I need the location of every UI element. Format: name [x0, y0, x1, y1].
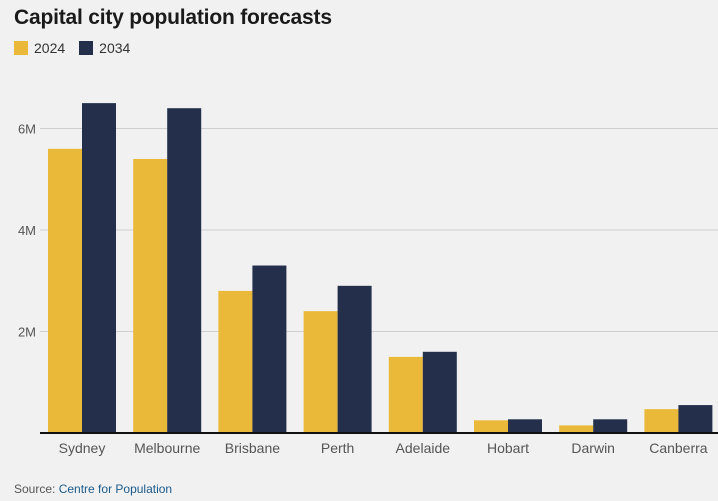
- x-tick-label: Sydney: [59, 440, 106, 456]
- bar-adelaide-2024: [388, 356, 423, 433]
- legend-label-2034: 2034: [99, 40, 131, 56]
- x-tick-label: Hobart: [487, 440, 529, 456]
- bar-darwin-2034: [593, 419, 628, 433]
- bar-sydney-2024: [48, 148, 82, 434]
- source-line: Source: Centre for Population: [14, 482, 172, 496]
- x-tick-label: Brisbane: [225, 440, 280, 456]
- source-prefix: Source:: [14, 482, 56, 496]
- x-tick-label: Melbourne: [134, 440, 200, 456]
- y-tick-label: 6M: [18, 122, 36, 137]
- bar-melbourne-2024: [133, 158, 168, 433]
- legend-item-2024: 2024: [14, 40, 65, 56]
- legend-label-2024: 2024: [34, 40, 66, 56]
- legend-item-2034: 2034: [79, 40, 130, 56]
- y-tick-label: 4M: [18, 223, 36, 238]
- source-link[interactable]: Centre for Population: [58, 482, 173, 496]
- legend-swatch-2024: [14, 41, 28, 55]
- bar-hobart-2034: [508, 419, 542, 433]
- x-tick-label: Darwin: [571, 440, 615, 456]
- y-tick-label: 2M: [18, 325, 36, 340]
- bar-adelaide-2034: [422, 351, 457, 433]
- x-tick-label: Canberra: [649, 440, 708, 456]
- bar-sydney-2034: [82, 103, 116, 433]
- bar-darwin-2024: [559, 425, 594, 433]
- bar-canberra-2034: [678, 405, 713, 433]
- bar-chart: 2M 4M 6M Sydney Melbourne Brisbane Perth Adelai…: [18, 103, 718, 456]
- bar-perth-2034: [337, 285, 372, 433]
- bar-brisbane-2034: [252, 265, 287, 433]
- bar-perth-2024: [303, 311, 338, 433]
- bar-hobart-2024: [474, 420, 508, 433]
- bar-melbourne-2034: [167, 108, 202, 433]
- chart-title: Capital city population forecasts: [14, 6, 332, 29]
- bar-brisbane-2024: [218, 290, 253, 433]
- chart-legend: 2024 2034: [14, 40, 144, 56]
- x-tick-label: Perth: [321, 440, 354, 456]
- bar-canberra-2024: [644, 409, 679, 433]
- x-tick-label: Adelaide: [396, 440, 451, 456]
- legend-swatch-2034: [79, 41, 94, 55]
